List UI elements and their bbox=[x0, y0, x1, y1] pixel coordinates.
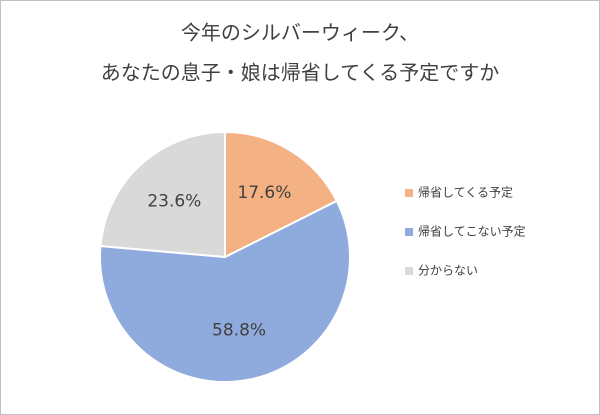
data-label: 17.6% bbox=[237, 183, 291, 203]
legend-swatch bbox=[405, 189, 413, 197]
legend-label: 分からない bbox=[418, 264, 478, 278]
legend-swatch bbox=[405, 267, 413, 275]
pie-slice bbox=[99, 199, 351, 383]
pie-slice bbox=[224, 130, 339, 259]
legend-label: 帰省してこない予定 bbox=[418, 224, 526, 239]
chart-title: あなたの息子・娘は帰省してくる予定ですか bbox=[101, 61, 499, 85]
data-label: 58.8% bbox=[212, 321, 266, 341]
pie-slice bbox=[99, 130, 226, 259]
legend-label: 帰省してくる予定 bbox=[418, 185, 513, 200]
data-label: 23.6% bbox=[147, 192, 201, 212]
legend-swatch bbox=[405, 228, 413, 236]
chart-title: 今年のシルバーウィーク、 bbox=[181, 21, 419, 45]
